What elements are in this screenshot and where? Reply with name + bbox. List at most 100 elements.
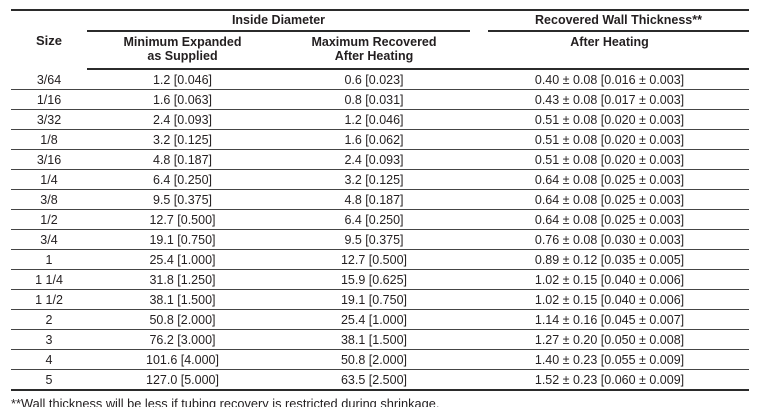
group-header-wall-thickness: Recovered Wall Thickness** bbox=[470, 11, 749, 32]
table-row: 4 101.6 [4.000] 50.8 [2.000] 1.40 ± 0.23… bbox=[11, 350, 749, 370]
cell-min-expanded: 1.6 [0.063] bbox=[87, 90, 278, 110]
cell-min-expanded: 38.1 [1.500] bbox=[87, 290, 278, 310]
cell-min-expanded: 19.1 [0.750] bbox=[87, 230, 278, 250]
cell-size: 3/64 bbox=[11, 70, 87, 90]
cell-max-recovered: 3.2 [0.125] bbox=[278, 170, 470, 190]
table-row: 1/2 12.7 [0.500] 6.4 [0.250] 0.64 ± 0.08… bbox=[11, 210, 749, 230]
column-header-min-expanded-line2: as Supplied bbox=[147, 49, 218, 63]
cell-wall-thickness: 0.64 ± 0.08 [0.025 ± 0.003] bbox=[470, 210, 749, 230]
cell-size: 2 bbox=[11, 310, 87, 330]
table-row: 5 127.0 [5.000] 63.5 [2.500] 1.52 ± 0.23… bbox=[11, 370, 749, 391]
header-group-row: Size Inside Diameter Recovered Wall Thic… bbox=[11, 11, 749, 48]
cell-wall-thickness: 0.43 ± 0.08 [0.017 ± 0.003] bbox=[470, 90, 749, 110]
column-header-wall-after-heating-label: After Heating bbox=[570, 35, 649, 49]
cell-max-recovered: 25.4 [1.000] bbox=[278, 310, 470, 330]
column-header-min-expanded-line1: Minimum Expanded bbox=[123, 35, 242, 49]
cell-size: 4 bbox=[11, 350, 87, 370]
cell-min-expanded: 31.8 [1.250] bbox=[87, 270, 278, 290]
cell-wall-thickness: 0.89 ± 0.12 [0.035 ± 0.005] bbox=[470, 250, 749, 270]
header-sub-row: Minimum Expanded as Supplied Maximum Rec… bbox=[11, 32, 749, 70]
table-row: 3/16 4.8 [0.187] 2.4 [0.093] 0.51 ± 0.08… bbox=[11, 150, 749, 170]
cell-max-recovered: 6.4 [0.250] bbox=[278, 210, 470, 230]
cell-wall-thickness: 1.27 ± 0.20 [0.050 ± 0.008] bbox=[470, 330, 749, 350]
column-header-max-recovered-line1: Maximum Recovered bbox=[311, 35, 437, 49]
cell-min-expanded: 101.6 [4.000] bbox=[87, 350, 278, 370]
column-header-max-recovered: Maximum Recovered After Heating bbox=[278, 32, 470, 70]
table-row: 3 76.2 [3.000] 38.1 [1.500] 1.27 ± 0.20 … bbox=[11, 330, 749, 350]
cell-min-expanded: 1.2 [0.046] bbox=[87, 70, 278, 90]
cell-min-expanded: 6.4 [0.250] bbox=[87, 170, 278, 190]
table-header: Size Inside Diameter Recovered Wall Thic… bbox=[11, 11, 749, 70]
cell-size: 3/32 bbox=[11, 110, 87, 130]
column-header-wall-after-heating: After Heating bbox=[470, 32, 749, 70]
table-row: 1/16 1.6 [0.063] 0.8 [0.031] 0.43 ± 0.08… bbox=[11, 90, 749, 110]
cell-wall-thickness: 1.02 ± 0.15 [0.040 ± 0.006] bbox=[470, 290, 749, 310]
cell-size: 1/8 bbox=[11, 130, 87, 150]
cell-max-recovered: 1.6 [0.062] bbox=[278, 130, 470, 150]
cell-size: 3 bbox=[11, 330, 87, 350]
cell-size: 3/4 bbox=[11, 230, 87, 250]
cell-min-expanded: 3.2 [0.125] bbox=[87, 130, 278, 150]
table-row: 3/4 19.1 [0.750] 9.5 [0.375] 0.76 ± 0.08… bbox=[11, 230, 749, 250]
cell-wall-thickness: 0.51 ± 0.08 [0.020 ± 0.003] bbox=[470, 150, 749, 170]
cell-min-expanded: 4.8 [0.187] bbox=[87, 150, 278, 170]
cell-wall-thickness: 0.51 ± 0.08 [0.020 ± 0.003] bbox=[470, 130, 749, 150]
cell-wall-thickness: 1.02 ± 0.15 [0.040 ± 0.006] bbox=[470, 270, 749, 290]
column-header-size: Size bbox=[35, 33, 62, 48]
cell-max-recovered: 2.4 [0.093] bbox=[278, 150, 470, 170]
table-body: 3/64 1.2 [0.046] 0.6 [0.023] 0.40 ± 0.08… bbox=[11, 70, 749, 391]
group-header-wall-thickness-label: Recovered Wall Thickness** bbox=[488, 11, 749, 32]
cell-size: 5 bbox=[11, 370, 87, 391]
cell-max-recovered: 0.6 [0.023] bbox=[278, 70, 470, 90]
table-row: 3/32 2.4 [0.093] 1.2 [0.046] 0.51 ± 0.08… bbox=[11, 110, 749, 130]
cell-max-recovered: 12.7 [0.500] bbox=[278, 250, 470, 270]
table-row: 3/8 9.5 [0.375] 4.8 [0.187] 0.64 ± 0.08 … bbox=[11, 190, 749, 210]
cell-min-expanded: 76.2 [3.000] bbox=[87, 330, 278, 350]
cell-max-recovered: 63.5 [2.500] bbox=[278, 370, 470, 391]
cell-min-expanded: 50.8 [2.000] bbox=[87, 310, 278, 330]
cell-size: 1 bbox=[11, 250, 87, 270]
tubing-dimensions-table: Size Inside Diameter Recovered Wall Thic… bbox=[11, 9, 749, 391]
table-row: 1 1/4 31.8 [1.250] 15.9 [0.625] 1.02 ± 0… bbox=[11, 270, 749, 290]
cell-min-expanded: 2.4 [0.093] bbox=[87, 110, 278, 130]
cell-wall-thickness: 0.64 ± 0.08 [0.025 ± 0.003] bbox=[470, 170, 749, 190]
table-row: 1/4 6.4 [0.250] 3.2 [0.125] 0.64 ± 0.08 … bbox=[11, 170, 749, 190]
group-header-inside-diameter: Inside Diameter bbox=[87, 11, 470, 32]
cell-size: 1/4 bbox=[11, 170, 87, 190]
cell-size: 1/16 bbox=[11, 90, 87, 110]
table-row: 1 1/2 38.1 [1.500] 19.1 [0.750] 1.02 ± 0… bbox=[11, 290, 749, 310]
cell-max-recovered: 0.8 [0.031] bbox=[278, 90, 470, 110]
cell-min-expanded: 9.5 [0.375] bbox=[87, 190, 278, 210]
cell-size: 3/16 bbox=[11, 150, 87, 170]
table-row: 3/64 1.2 [0.046] 0.6 [0.023] 0.40 ± 0.08… bbox=[11, 70, 749, 90]
cell-max-recovered: 4.8 [0.187] bbox=[278, 190, 470, 210]
cell-min-expanded: 12.7 [0.500] bbox=[87, 210, 278, 230]
cell-wall-thickness: 1.52 ± 0.23 [0.060 ± 0.009] bbox=[470, 370, 749, 391]
cell-size: 1 1/4 bbox=[11, 270, 87, 290]
cell-wall-thickness: 0.40 ± 0.08 [0.016 ± 0.003] bbox=[470, 70, 749, 90]
cell-min-expanded: 25.4 [1.000] bbox=[87, 250, 278, 270]
cell-min-expanded: 127.0 [5.000] bbox=[87, 370, 278, 391]
cell-wall-thickness: 0.64 ± 0.08 [0.025 ± 0.003] bbox=[470, 190, 749, 210]
cell-size: 3/8 bbox=[11, 190, 87, 210]
group-header-inside-diameter-label: Inside Diameter bbox=[87, 11, 470, 32]
cell-max-recovered: 9.5 [0.375] bbox=[278, 230, 470, 250]
cell-max-recovered: 15.9 [0.625] bbox=[278, 270, 470, 290]
table-row: 1 25.4 [1.000] 12.7 [0.500] 0.89 ± 0.12 … bbox=[11, 250, 749, 270]
cell-wall-thickness: 0.51 ± 0.08 [0.020 ± 0.003] bbox=[470, 110, 749, 130]
cell-wall-thickness: 1.14 ± 0.16 [0.045 ± 0.007] bbox=[470, 310, 749, 330]
cell-max-recovered: 38.1 [1.500] bbox=[278, 330, 470, 350]
table-footnote: **Wall thickness will be less if tubing … bbox=[11, 396, 440, 407]
table-row: 2 50.8 [2.000] 25.4 [1.000] 1.14 ± 0.16 … bbox=[11, 310, 749, 330]
cell-size: 1 1/2 bbox=[11, 290, 87, 310]
cell-wall-thickness: 0.76 ± 0.08 [0.030 ± 0.003] bbox=[470, 230, 749, 250]
cell-max-recovered: 50.8 [2.000] bbox=[278, 350, 470, 370]
cell-max-recovered: 1.2 [0.046] bbox=[278, 110, 470, 130]
cell-max-recovered: 19.1 [0.750] bbox=[278, 290, 470, 310]
cell-wall-thickness: 1.40 ± 0.23 [0.055 ± 0.009] bbox=[470, 350, 749, 370]
table-row: 1/8 3.2 [0.125] 1.6 [0.062] 0.51 ± 0.08 … bbox=[11, 130, 749, 150]
column-header-max-recovered-line2: After Heating bbox=[334, 49, 414, 63]
cell-size: 1/2 bbox=[11, 210, 87, 230]
column-header-min-expanded: Minimum Expanded as Supplied bbox=[87, 32, 278, 70]
